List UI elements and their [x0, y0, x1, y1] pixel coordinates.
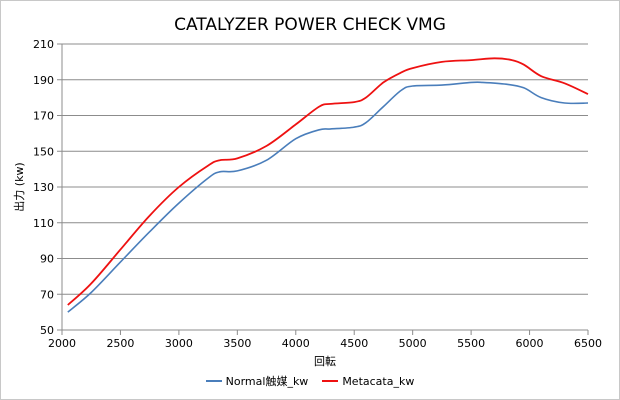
y-tick-label-50: 50	[40, 324, 54, 337]
y-tick-label-110: 110	[33, 217, 54, 230]
legend-item-normal: Normal触媒_kw	[205, 373, 309, 389]
x-tick-label-2500: 2500	[106, 337, 134, 350]
x-tick-label-5500: 5500	[457, 337, 485, 350]
x-tick-label-3000: 3000	[165, 337, 193, 350]
x-tick-label-2000: 2000	[48, 337, 76, 350]
y-tick-label-150: 150	[33, 145, 54, 158]
series-line-normal	[67, 81, 589, 313]
legend-swatch-metacata	[322, 380, 339, 382]
y-tick-label-170: 170	[33, 110, 54, 123]
x-tick-label-6000: 6000	[516, 337, 544, 350]
x-axis-title: 回転	[314, 355, 336, 368]
legend-label-normal: Normal触媒_kw	[225, 375, 309, 388]
legend-swatch-normal	[205, 380, 222, 382]
chart-title: CATALYZER POWER CHECK VMG	[174, 15, 446, 35]
x-tick-label-4000: 4000	[282, 337, 310, 350]
y-tick-label-190: 190	[33, 74, 54, 87]
x-tick-label-4500: 4500	[340, 337, 368, 350]
x-tick-label-6500: 6500	[574, 337, 602, 350]
y-axis-title: 出力 (kw)	[12, 162, 26, 211]
y-tick-label-210: 210	[33, 38, 54, 51]
y-tick-label-70: 70	[40, 288, 54, 301]
series-line-metacata	[67, 57, 589, 306]
y-tick-label-130: 130	[33, 181, 54, 194]
legend-item-metacata: Metacata_kw	[322, 373, 414, 389]
legend-label-metacata: Metacata_kw	[342, 374, 415, 388]
legend: Normal触媒_kw Metacata_kw	[1, 373, 619, 389]
x-tick-label-5000: 5000	[399, 337, 427, 350]
y-tick-label-90: 90	[40, 253, 54, 266]
x-tick-label-3500: 3500	[223, 337, 251, 350]
